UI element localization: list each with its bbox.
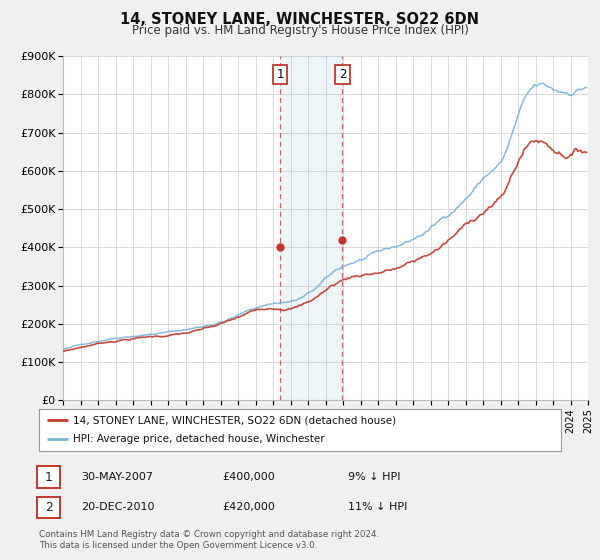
Text: 2: 2 [44,501,53,514]
Text: HPI: Average price, detached house, Winchester: HPI: Average price, detached house, Winc… [73,435,325,445]
Text: 2: 2 [339,68,346,81]
Text: Contains HM Land Registry data © Crown copyright and database right 2024.: Contains HM Land Registry data © Crown c… [39,530,379,539]
Text: Price paid vs. HM Land Registry's House Price Index (HPI): Price paid vs. HM Land Registry's House … [131,24,469,37]
Text: 14, STONEY LANE, WINCHESTER, SO22 6DN (detached house): 14, STONEY LANE, WINCHESTER, SO22 6DN (d… [73,415,396,425]
Text: 14, STONEY LANE, WINCHESTER, SO22 6DN: 14, STONEY LANE, WINCHESTER, SO22 6DN [121,12,479,27]
Text: 20-DEC-2010: 20-DEC-2010 [81,502,155,512]
Text: This data is licensed under the Open Government Licence v3.0.: This data is licensed under the Open Gov… [39,541,317,550]
Text: £400,000: £400,000 [222,472,275,482]
Text: 11% ↓ HPI: 11% ↓ HPI [348,502,407,512]
Text: 9% ↓ HPI: 9% ↓ HPI [348,472,401,482]
Text: 1: 1 [44,470,53,484]
Bar [280,56,343,400]
Text: £420,000: £420,000 [222,502,275,512]
Text: 1: 1 [277,68,284,81]
Text: 30-MAY-2007: 30-MAY-2007 [81,472,153,482]
